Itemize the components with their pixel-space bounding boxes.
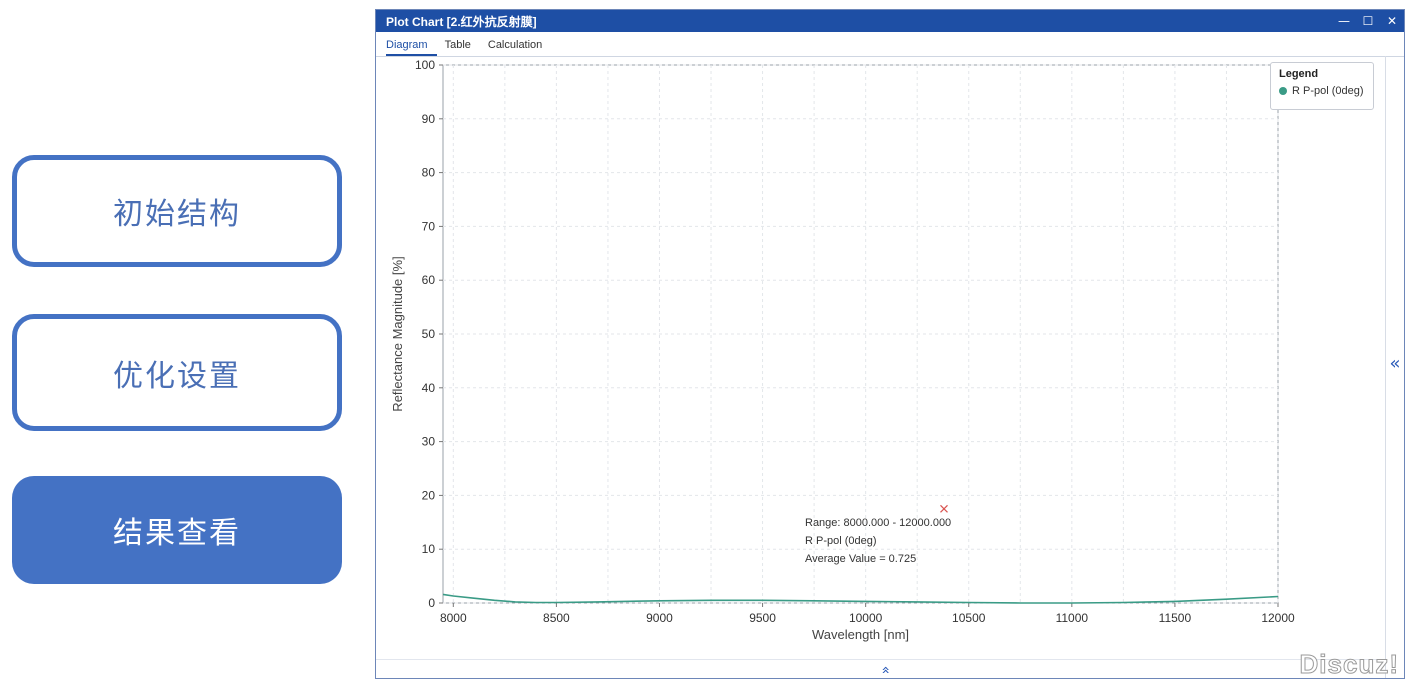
tab-bar: Diagram Table Calculation [376,32,1404,57]
x-tick-label: 8000 [440,611,467,625]
legend-dot [1279,87,1287,95]
maximize-icon[interactable]: ☐ [1362,14,1374,28]
watermark-logo: Discuz! [1299,649,1399,680]
y-tick-label: 30 [422,435,436,449]
nav-button-initial-structure[interactable]: 初始结构 [12,155,342,267]
series-line [442,593,1279,604]
y-tick-label: 40 [422,381,436,395]
nav-button-label: 初始结构 [113,197,241,232]
plot-chart-window: Plot Chart [2.红外抗反射膜] — ☐ ✕ Diagram Tabl… [375,9,1405,679]
y-tick-label: 10 [422,542,436,556]
tab-calculation[interactable]: Calculation [487,39,543,51]
y-tick-label: 60 [422,273,436,287]
x-tick-label: 11500 [1159,611,1192,625]
minimize-icon[interactable]: — [1338,14,1350,28]
y-tick-label: 20 [422,488,436,502]
double-chevron-left-icon[interactable]: « [1389,353,1401,374]
y-tick-label: 100 [415,58,435,72]
x-tick-label: 8500 [543,611,570,625]
x-tick-label: 9500 [749,611,776,625]
y-tick-label: 50 [422,327,436,341]
nav-button-label: 结果查看 [113,516,241,551]
x-axis-label: Wavelength [nm] [812,627,909,642]
close-icon[interactable]: ✕ [1386,14,1398,28]
tab-table[interactable]: Table [444,39,471,51]
bottom-divider [376,659,1386,660]
cursor-marker [940,504,948,513]
y-axis-label: Reflectance Magnitude [%] [390,256,405,411]
y-tick-label: 80 [422,166,436,180]
x-tick-label: 9000 [646,611,673,625]
y-tick-label: 0 [428,596,435,610]
y-tick-label: 70 [422,219,436,233]
nav-button-optimization-settings[interactable]: 优化设置 [12,314,342,431]
window-titlebar[interactable]: Plot Chart [2.红外抗反射膜] — ☐ ✕ [376,10,1404,32]
legend-title: Legend [1279,68,1319,80]
x-tick-label: 10500 [952,611,986,625]
x-tick-label: 12000 [1261,611,1295,625]
annotation-text: R P-pol (0deg) [805,535,877,547]
annotation-text: Average Value = 0.725 [805,553,916,565]
x-tick-label: 10000 [849,611,883,625]
double-chevron-up-icon[interactable]: « [877,665,894,675]
chart-legend: Legend R P-pol (0deg) [1270,62,1374,110]
x-tick-label: 11000 [1056,611,1089,625]
legend-entry[interactable]: R P-pol (0deg) [1279,85,1365,97]
nav-button-label: 优化设置 [113,358,241,394]
nav-button-view-results[interactable]: 结果查看 [12,476,342,584]
y-tick-label: 90 [422,112,436,126]
right-side-panel-rail [1385,56,1404,678]
legend-entry-label: R P-pol (0deg) [1292,85,1364,97]
plot-chart[interactable]: 0 10 20 30 40 50 60 70 80 90 100 8000 8500 9000 9500 10… [376,10,1386,660]
annotation-text: Range: 8000.000 - 12000.000 [805,517,951,529]
tab-diagram[interactable]: Diagram [386,39,437,56]
window-title: Plot Chart [2.红外抗反射膜] [386,14,537,29]
